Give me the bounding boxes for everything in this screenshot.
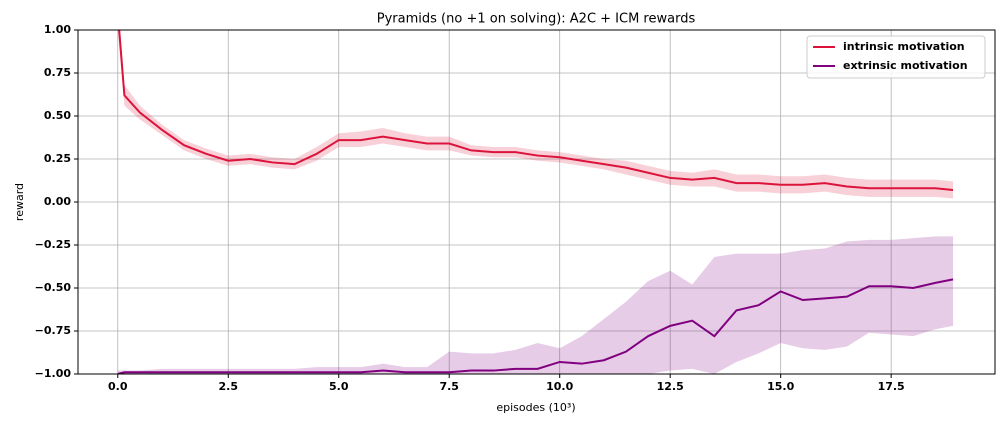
x-tick-label: 17.5 bbox=[878, 380, 905, 393]
y-tick-label: 0.25 bbox=[44, 152, 71, 165]
series-line bbox=[117, 278, 954, 374]
y-tick-label: −1.00 bbox=[35, 367, 72, 380]
y-tick-label: 0.50 bbox=[44, 109, 71, 122]
y-tick-label: −0.75 bbox=[35, 324, 71, 337]
legend-label: intrinsic motivation bbox=[843, 40, 965, 53]
x-tick-label: 5.0 bbox=[329, 380, 349, 393]
series-line bbox=[118, 30, 954, 191]
x-tick-label: 15.0 bbox=[767, 380, 794, 393]
x-tick-label: 0.0 bbox=[108, 380, 128, 393]
confidence-band bbox=[117, 236, 954, 374]
legend: intrinsic motivation extrinsic motivation bbox=[806, 35, 986, 79]
y-tick-label: −0.50 bbox=[35, 281, 72, 294]
x-tick-label: 2.5 bbox=[219, 380, 239, 393]
confidence-band bbox=[117, 30, 954, 199]
y-tick-label: 1.00 bbox=[44, 23, 71, 36]
chart-title: Pyramids (no +1 on solving): A2C + ICM r… bbox=[377, 12, 696, 27]
x-tick-label: 12.5 bbox=[657, 380, 684, 393]
y-tick-label: 0.00 bbox=[44, 195, 71, 208]
legend-box bbox=[806, 35, 986, 79]
y-tick-label: −0.25 bbox=[35, 238, 71, 251]
y-tick-label: 0.75 bbox=[44, 66, 71, 79]
lines bbox=[117, 30, 954, 374]
x-tick-label: 7.5 bbox=[439, 380, 459, 393]
axes: 0.0 2.5 5.0 7.5 10.0 12.5 15.0 17.5 −1.00 −0.75 −0… bbox=[35, 23, 905, 393]
legend-label: extrinsic motivation bbox=[843, 59, 968, 72]
y-axis-label: reward bbox=[13, 183, 26, 221]
x-axis-label: episodes (10³) bbox=[496, 401, 575, 414]
x-tick-label: 10.0 bbox=[546, 380, 573, 393]
bands bbox=[117, 30, 954, 374]
